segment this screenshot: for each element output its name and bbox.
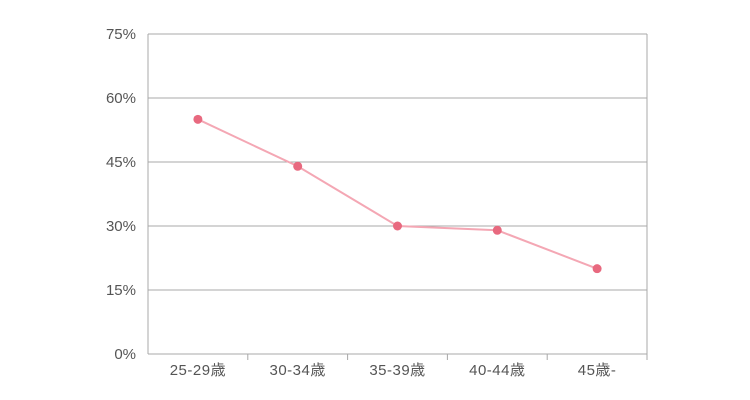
x-tick-label: 35-39歳 [369,362,425,379]
x-axis-ticks: 25-29歳 30-34歳 35-39歳 40-44歳 45歳- [170,362,617,379]
x-tick-label: 40-44歳 [469,362,525,379]
grid-lines [147,33,648,360]
y-tick-label: 45% [106,154,136,171]
y-axis-ticks: 0% 15% 30% 45% 60% 75% [106,26,136,363]
x-tick-label: 25-29歳 [170,362,226,379]
series-line [197,118,598,270]
data-point [193,114,203,124]
series-layer [193,114,602,274]
data-point [492,225,502,235]
y-tick-label: 75% [106,26,136,43]
x-tick-label: 45歳- [578,362,617,379]
data-point [293,161,303,171]
y-tick-label: 15% [106,282,136,299]
y-tick-label: 0% [114,346,136,363]
y-tick-label: 60% [106,90,136,107]
x-tick-label: 30-34歳 [270,362,326,379]
data-point [592,264,602,274]
y-tick-label: 30% [106,218,136,235]
data-point [393,221,402,231]
